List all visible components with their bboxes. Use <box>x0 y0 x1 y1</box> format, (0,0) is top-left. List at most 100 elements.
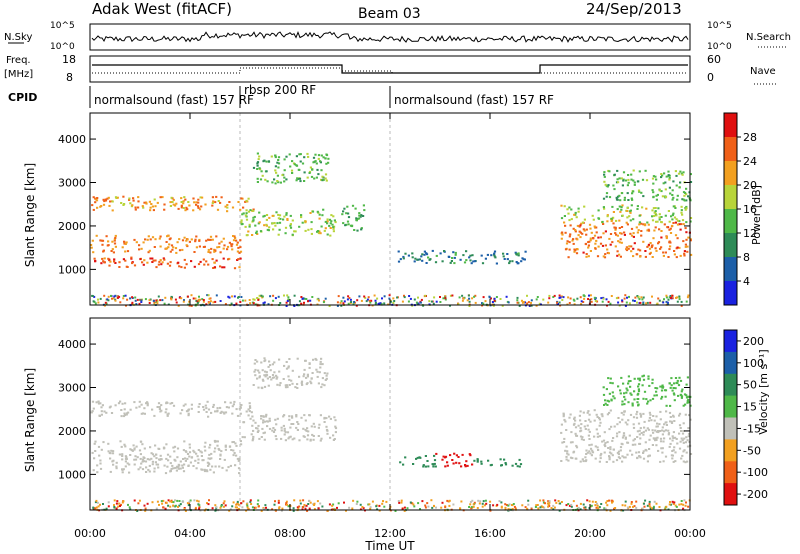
echo-cell <box>347 223 350 226</box>
noise-echo-cell <box>558 509 561 512</box>
echo-cell <box>614 226 617 229</box>
echo-cell <box>315 368 318 371</box>
echo-cell <box>301 162 305 165</box>
colorbar-tick-label: 15 <box>743 401 757 414</box>
echo-cell <box>224 411 228 414</box>
echo-cell <box>300 216 303 219</box>
echo-cell <box>219 412 222 414</box>
echo-cell <box>655 390 658 393</box>
echo-cell <box>346 220 350 223</box>
noise-echo-cell <box>252 302 255 305</box>
echo-cell <box>124 445 127 448</box>
echo-cell <box>608 196 612 199</box>
echo-cell <box>608 428 611 431</box>
echo-cell <box>249 406 252 409</box>
echo-cell <box>631 192 634 195</box>
noise-echo-cell <box>452 503 455 506</box>
echo-cell <box>145 402 148 405</box>
echo-cell <box>241 223 244 225</box>
echo-cell <box>139 466 142 469</box>
noise-echo-cell <box>233 295 236 298</box>
noise-echo-cell <box>256 503 259 506</box>
echo-cell <box>637 383 641 386</box>
echo-cell <box>627 380 630 383</box>
echo-cell <box>197 411 200 413</box>
noise-echo-cell <box>621 300 624 303</box>
echo-cell <box>636 430 639 433</box>
echo-cell <box>347 212 350 215</box>
echo-cell <box>626 453 629 456</box>
echo-cell <box>620 376 623 379</box>
echo-cell <box>258 371 261 374</box>
echo-cell <box>576 224 579 227</box>
echo-cell <box>111 200 114 203</box>
noise-echo-cell <box>170 501 173 503</box>
echo-cell <box>327 157 330 160</box>
noise-echo-cell <box>413 298 416 301</box>
echo-cell <box>689 181 693 183</box>
echo-cell <box>500 464 503 467</box>
echo-cell <box>320 225 323 228</box>
echo-cell <box>119 400 122 403</box>
echo-cell <box>423 250 426 253</box>
echo-cell <box>600 413 603 416</box>
echo-cell <box>211 202 214 204</box>
echo-cell <box>262 419 265 422</box>
echo-cell <box>687 435 690 438</box>
echo-cell <box>148 249 151 252</box>
echo-cell <box>573 250 576 253</box>
echo-cell <box>317 232 320 235</box>
echo-cell <box>303 373 306 376</box>
echo-cell <box>463 261 467 264</box>
echo-cell <box>621 436 625 439</box>
echo-cell <box>253 215 256 218</box>
noise-echo-cell <box>299 502 302 505</box>
echo-cell <box>159 245 162 248</box>
echo-cell <box>263 438 266 441</box>
echo-cell <box>661 174 664 177</box>
echo-cell <box>268 226 271 229</box>
echo-cell <box>142 206 145 209</box>
echo-cell <box>585 228 588 231</box>
echo-cell <box>567 212 570 215</box>
echo-cell <box>658 430 662 432</box>
echo-cell <box>120 415 123 418</box>
echo-cell <box>689 453 693 455</box>
echo-cell <box>429 258 432 261</box>
echo-cell <box>154 444 157 447</box>
echo-cell <box>283 215 286 218</box>
echo-cell <box>176 241 179 244</box>
noise-echo-cell <box>483 504 486 507</box>
echo-cell <box>316 168 319 171</box>
noise-echo-cell <box>637 295 640 298</box>
echo-cell <box>288 358 291 360</box>
echo-cell <box>344 224 347 227</box>
echo-cell <box>139 453 142 456</box>
echo-cell <box>187 414 190 417</box>
echo-cell <box>580 438 583 441</box>
echo-cell <box>676 198 679 201</box>
echo-cell <box>222 257 225 260</box>
noise-echo-cell <box>278 506 281 509</box>
echo-cell <box>629 209 632 212</box>
echo-cell <box>608 170 611 173</box>
noise-echo-cell <box>128 506 131 509</box>
noise-echo-cell <box>539 499 542 502</box>
echo-cell <box>320 386 323 389</box>
echo-cell <box>665 237 668 240</box>
echo-cell <box>626 216 629 219</box>
noise-echo-cell <box>129 508 132 511</box>
echo-cell <box>269 369 272 372</box>
echo-cell <box>257 386 260 389</box>
echo-cell <box>283 427 286 430</box>
echo-cell <box>646 402 649 405</box>
echo-cell <box>611 391 614 394</box>
echo-cell <box>645 449 648 452</box>
echo-cell <box>668 240 671 243</box>
echo-cell <box>207 263 210 266</box>
noise-echo-cell <box>369 506 372 509</box>
echo-cell <box>140 462 143 465</box>
noise-echo-cell <box>249 499 252 502</box>
echo-cell <box>273 371 276 374</box>
echo-cell <box>602 439 606 442</box>
